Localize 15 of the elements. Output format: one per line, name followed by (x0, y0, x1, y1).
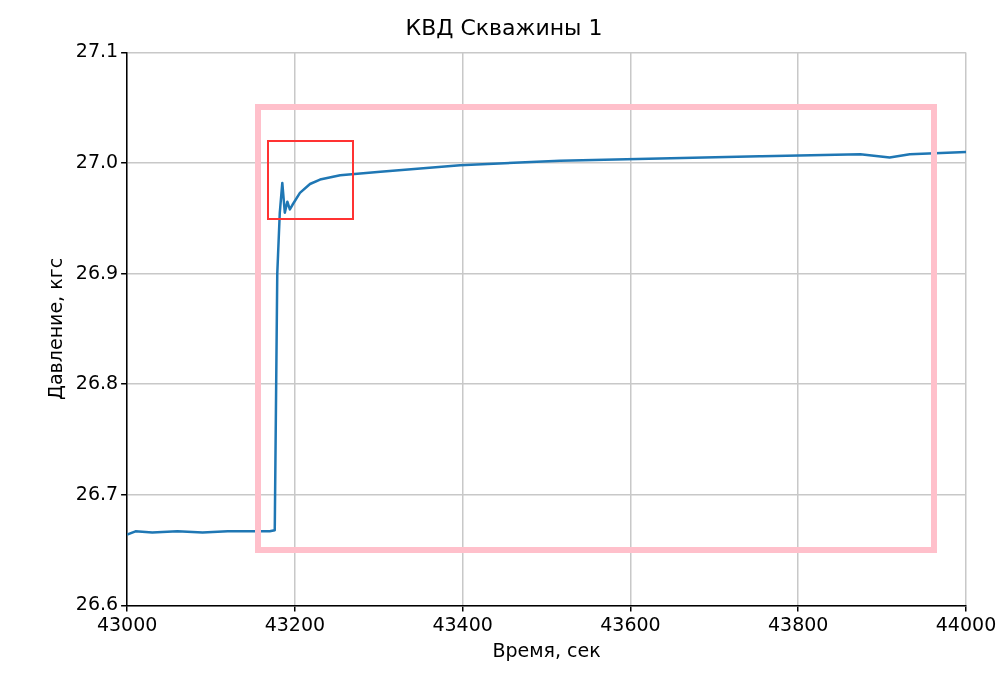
y-tick-label: 26.9 (75, 260, 119, 283)
x-tick-label: 43800 (767, 612, 829, 635)
x-tick-label: 43400 (432, 612, 493, 635)
y-tick-label: 27.0 (75, 149, 119, 172)
x-axis-title: Время, сек (492, 638, 601, 661)
y-tick-label: 26.7 (75, 481, 119, 504)
y-axis-title: Давление, кгс (44, 257, 67, 400)
y-tick-label: 26.8 (75, 371, 119, 394)
x-tick-label: 43600 (600, 612, 661, 635)
x-tick-label: 43000 (96, 612, 158, 635)
y-tick-label: 27.1 (75, 39, 119, 62)
y-tick-label: 26.6 (75, 592, 119, 615)
chart-title: КВД Скважины 1 (405, 14, 603, 40)
x-tick-label: 43200 (264, 612, 326, 635)
x-tick-label: 44000 (935, 612, 997, 635)
